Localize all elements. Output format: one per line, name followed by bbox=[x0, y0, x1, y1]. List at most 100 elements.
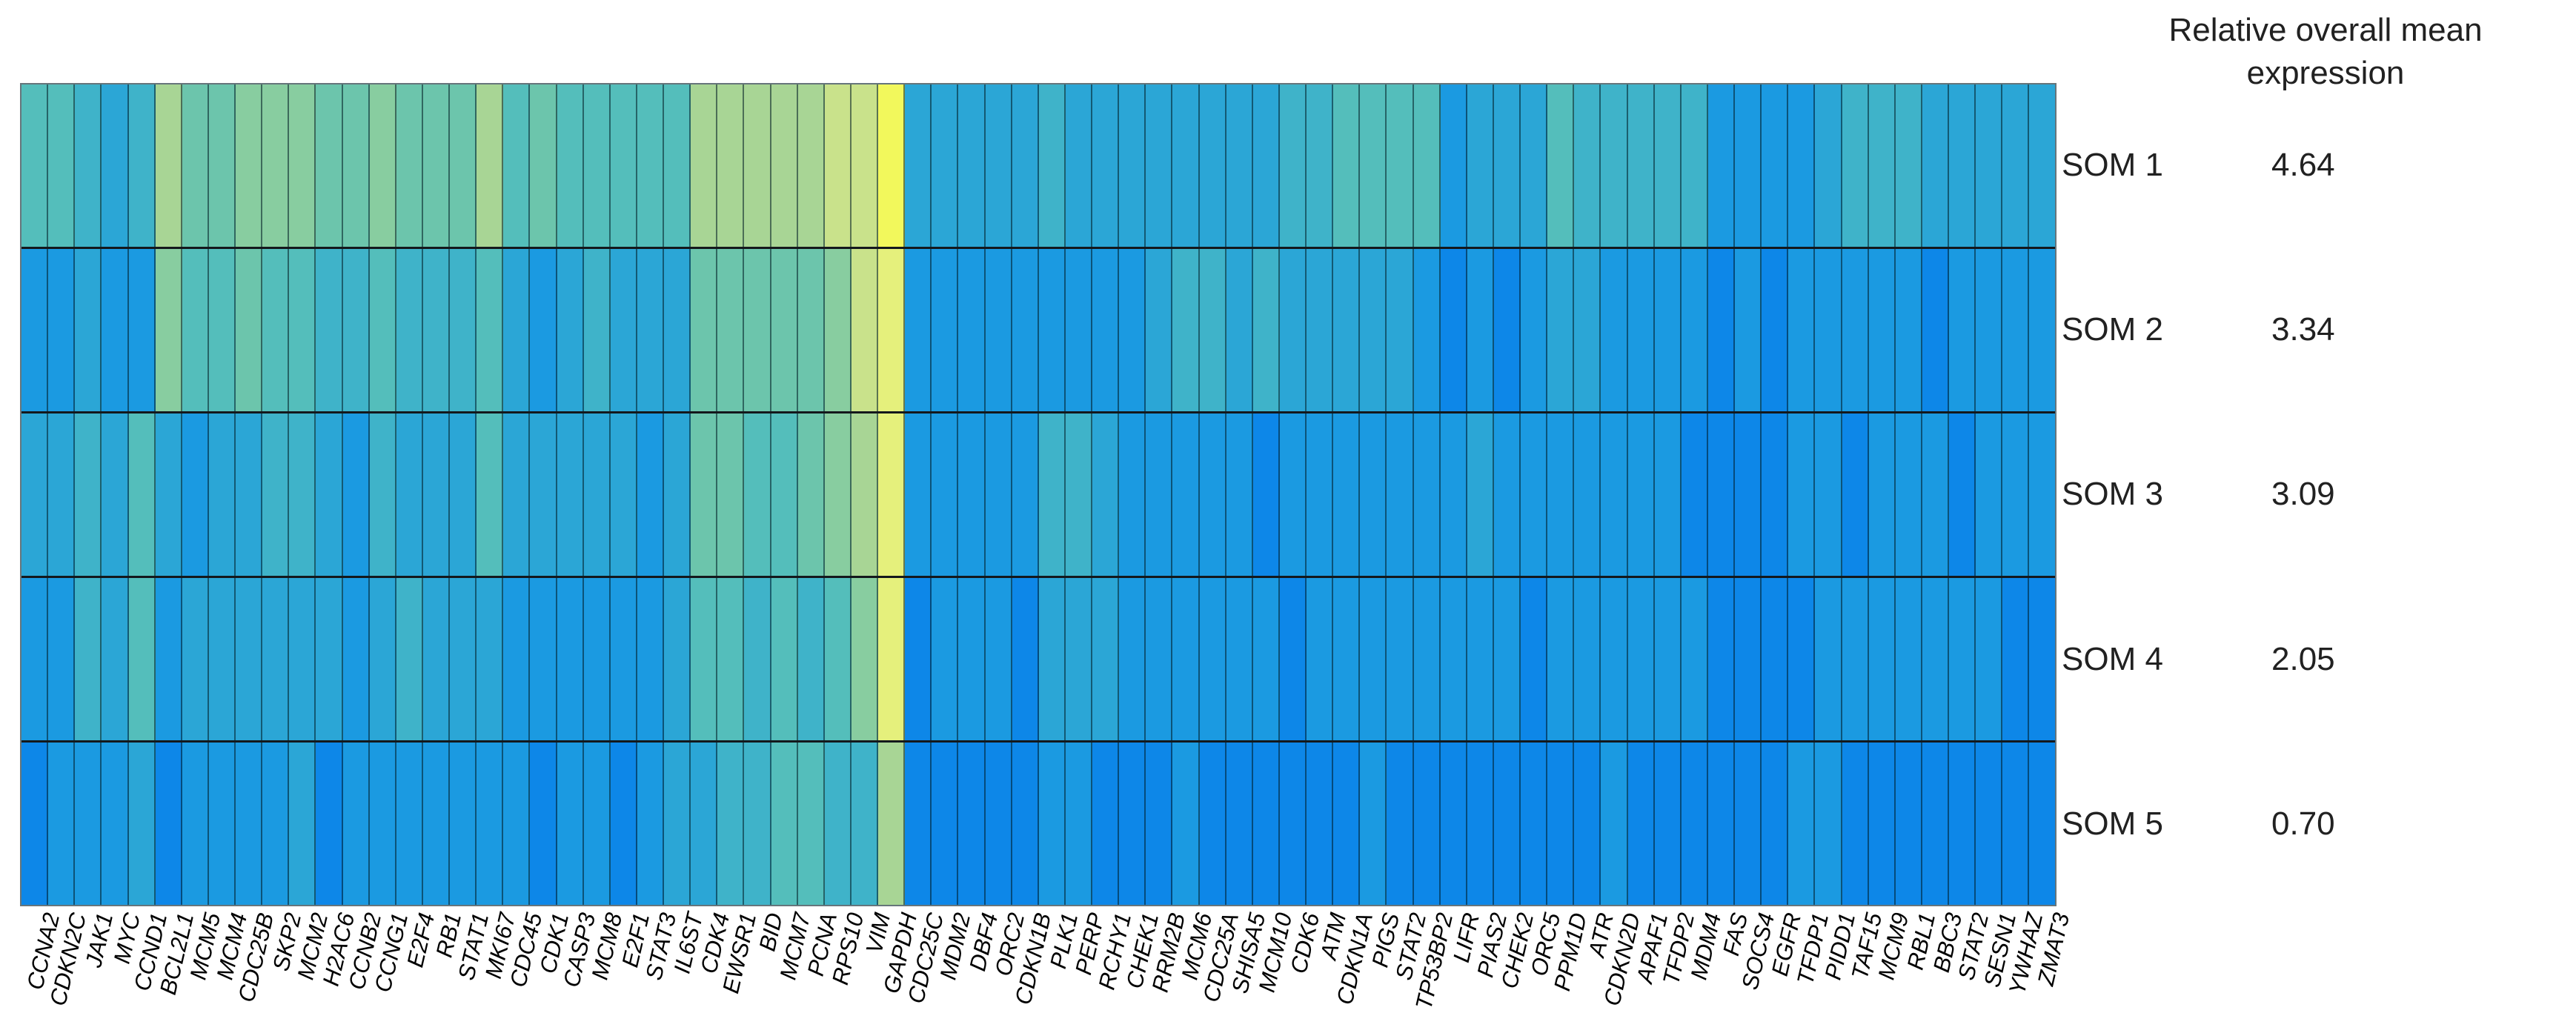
heatmap-cell bbox=[664, 413, 691, 576]
heatmap-cell bbox=[771, 84, 798, 247]
heatmap-cell bbox=[1279, 743, 1307, 905]
heatmap-cell bbox=[985, 578, 1012, 740]
heatmap-cell bbox=[958, 578, 986, 740]
heatmap-cell bbox=[583, 84, 611, 247]
heatmap-cell bbox=[477, 249, 504, 411]
heatmap-cell bbox=[1842, 743, 1869, 905]
heatmap-cell bbox=[316, 413, 343, 576]
heatmap-cell bbox=[369, 249, 396, 411]
heatmap-cell bbox=[1681, 743, 1708, 905]
heatmap-cell bbox=[1279, 413, 1307, 576]
heatmap-cell bbox=[1065, 578, 1092, 740]
heatmap-cell bbox=[744, 413, 771, 576]
heatmap-cell bbox=[155, 743, 182, 905]
heatmap-cell bbox=[1949, 249, 1976, 411]
heatmap-cell bbox=[369, 413, 396, 576]
heatmap-cell bbox=[102, 743, 129, 905]
heatmap-cell bbox=[1333, 413, 1361, 576]
heatmap-cell bbox=[1387, 249, 1414, 411]
heatmap-cell bbox=[369, 578, 396, 740]
heatmap-cell bbox=[1788, 743, 1816, 905]
heatmap-cell bbox=[262, 249, 290, 411]
heatmap-cell bbox=[75, 249, 102, 411]
heatmap-cell bbox=[1038, 84, 1066, 247]
heatmap-cell bbox=[1252, 249, 1280, 411]
heatmap-cell bbox=[128, 743, 156, 905]
heatmap-cell bbox=[102, 249, 129, 411]
heatmap-cell bbox=[1574, 743, 1601, 905]
som-row: SOM 3 3.09 bbox=[2062, 475, 2566, 514]
som-label: SOM 3 bbox=[2062, 476, 2163, 512]
heatmap-cell bbox=[1601, 249, 1628, 411]
heatmap-cell bbox=[878, 578, 906, 740]
heatmap-cell bbox=[1360, 413, 1387, 576]
heatmap-cell bbox=[717, 578, 745, 740]
heatmap-cell bbox=[1735, 84, 1762, 247]
heatmap-cell bbox=[1547, 413, 1575, 576]
heatmap-cell bbox=[932, 249, 959, 411]
heatmap-cell bbox=[664, 249, 691, 411]
heatmap-cell bbox=[1762, 578, 1789, 740]
heatmap-cell bbox=[583, 413, 611, 576]
heatmap-cell bbox=[1467, 84, 1494, 247]
heatmap-cell bbox=[583, 743, 611, 905]
heatmap-cell bbox=[477, 743, 504, 905]
heatmap-cell bbox=[75, 578, 102, 740]
heatmap-cell bbox=[1976, 84, 2003, 247]
heatmap-cell bbox=[1654, 743, 1682, 905]
heatmap-cell bbox=[1815, 84, 1842, 247]
heatmap-cell bbox=[905, 743, 932, 905]
heatmap-cell bbox=[1547, 249, 1575, 411]
heatmap-cell bbox=[1521, 249, 1548, 411]
som-value: 3.34 bbox=[2271, 311, 2335, 348]
heatmap-cell bbox=[1172, 743, 1200, 905]
heatmap-cell bbox=[1574, 578, 1601, 740]
heatmap-cell bbox=[985, 249, 1012, 411]
heatmap-cell bbox=[932, 743, 959, 905]
heatmap-cell bbox=[1493, 84, 1521, 247]
heatmap-cell bbox=[1601, 578, 1628, 740]
heatmap-cell bbox=[2029, 249, 2055, 411]
heatmap-cell bbox=[1092, 84, 1120, 247]
heatmap-cell bbox=[21, 578, 49, 740]
heatmap-cell bbox=[1252, 578, 1280, 740]
heatmap-cell bbox=[422, 84, 450, 247]
heatmap-cell bbox=[342, 578, 370, 740]
heatmap-cell bbox=[1707, 743, 1735, 905]
heatmap-cell bbox=[316, 578, 343, 740]
heatmap-cell bbox=[637, 743, 664, 905]
heatmap-cell bbox=[1815, 578, 1842, 740]
heatmap-cell bbox=[1146, 743, 1173, 905]
heatmap-cell bbox=[824, 578, 852, 740]
heatmap-cell bbox=[1119, 578, 1146, 740]
heatmap-cell bbox=[1333, 249, 1361, 411]
heatmap-cell bbox=[1360, 578, 1387, 740]
heatmap-cell bbox=[1762, 413, 1789, 576]
heatmap-cell bbox=[75, 413, 102, 576]
heatmap-cell bbox=[1199, 578, 1226, 740]
heatmap-cell bbox=[1627, 84, 1655, 247]
heatmap-cell bbox=[1172, 413, 1200, 576]
heatmap-cell bbox=[342, 249, 370, 411]
som-label: SOM 5 bbox=[2062, 806, 2163, 842]
heatmap-cell bbox=[182, 84, 209, 247]
heatmap-cell bbox=[236, 578, 263, 740]
heatmap-cell bbox=[664, 578, 691, 740]
heatmap-cell bbox=[1815, 743, 1842, 905]
heatmap-cell bbox=[1601, 743, 1628, 905]
heatmap-cell bbox=[1842, 413, 1869, 576]
heatmap-cell bbox=[851, 249, 878, 411]
heatmap-cell bbox=[2002, 743, 2030, 905]
heatmap-cell bbox=[1547, 578, 1575, 740]
heatmap-cell bbox=[1627, 413, 1655, 576]
heatmap-cell bbox=[824, 743, 852, 905]
heatmap-cell bbox=[1842, 84, 1869, 247]
heatmap-cell bbox=[2002, 578, 2030, 740]
heatmap-cell bbox=[422, 743, 450, 905]
heatmap-cell bbox=[1092, 578, 1120, 740]
heatmap-cell bbox=[1815, 249, 1842, 411]
heatmap-cell bbox=[1307, 578, 1334, 740]
heatmap-cell bbox=[2002, 84, 2030, 247]
heatmap-cell bbox=[1735, 249, 1762, 411]
